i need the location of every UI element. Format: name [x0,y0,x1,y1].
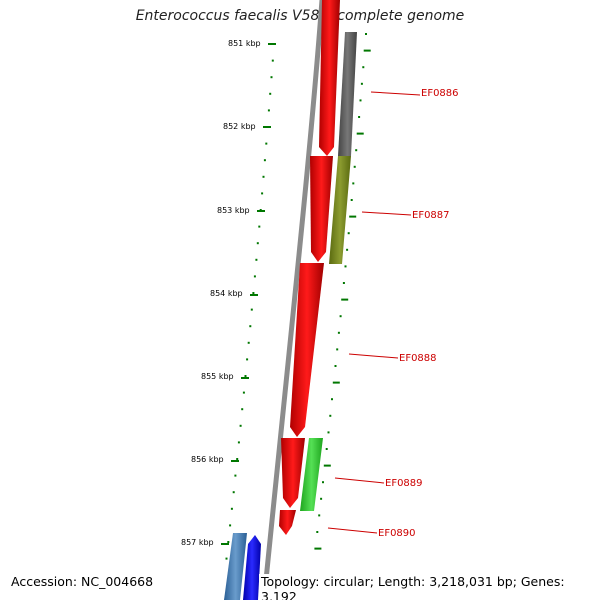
inner-scale-dots [314,33,371,550]
gene-leaders [327,91,421,534]
gc-segment-olive [329,156,351,264]
kbp-tick-label: 854 kbp [210,289,243,298]
gene-ef0888-arrow[interactable] [290,263,324,437]
gene-label[interactable]: EF0886 [421,88,459,99]
kbp-tick-label: 851 kbp [228,39,261,48]
kbp-tick-label: 853 kbp [217,206,250,215]
gc-track [224,32,357,600]
gene-label[interactable]: EF0889 [385,478,423,489]
gene-label[interactable]: EF0887 [412,210,450,221]
topology-text: Topology: circular; Length: 3,218,031 bp… [259,574,600,600]
gene-ef0889-arrow[interactable] [281,438,305,508]
kbp-tick-label: 856 kbp [191,455,224,464]
gene-ef0890-arrow[interactable] [279,510,296,535]
accession-text: Accession: NC_004668 [9,574,156,589]
map-title: Enterococcus faecalis V583, complete gen… [135,8,465,24]
kbp-scale: 851 kbp 852 kbp 853 kbp 854 kbp 855 kbp … [181,39,276,547]
gc-segment-steel-blue [224,533,247,600]
cds-track [243,0,340,600]
genome-backbone [261,0,325,600]
kbp-tick-label: 857 kbp [181,538,214,547]
gene-ef0886-arrow[interactable] [319,0,340,156]
gc-segment-gray [338,32,357,156]
gene-labels: EF0886 EF0887 EF0888 EF0889 EF0890 [378,88,459,539]
gene-label[interactable]: EF0890 [378,528,416,539]
gc-segment-green [300,438,323,511]
gene-ef0887-arrow[interactable] [310,156,333,262]
kbp-tick-label: 852 kbp [223,122,256,131]
kbp-tick-label: 855 kbp [201,372,234,381]
gene-label[interactable]: EF0888 [399,353,437,364]
gene-blue-arrow[interactable] [243,535,261,600]
